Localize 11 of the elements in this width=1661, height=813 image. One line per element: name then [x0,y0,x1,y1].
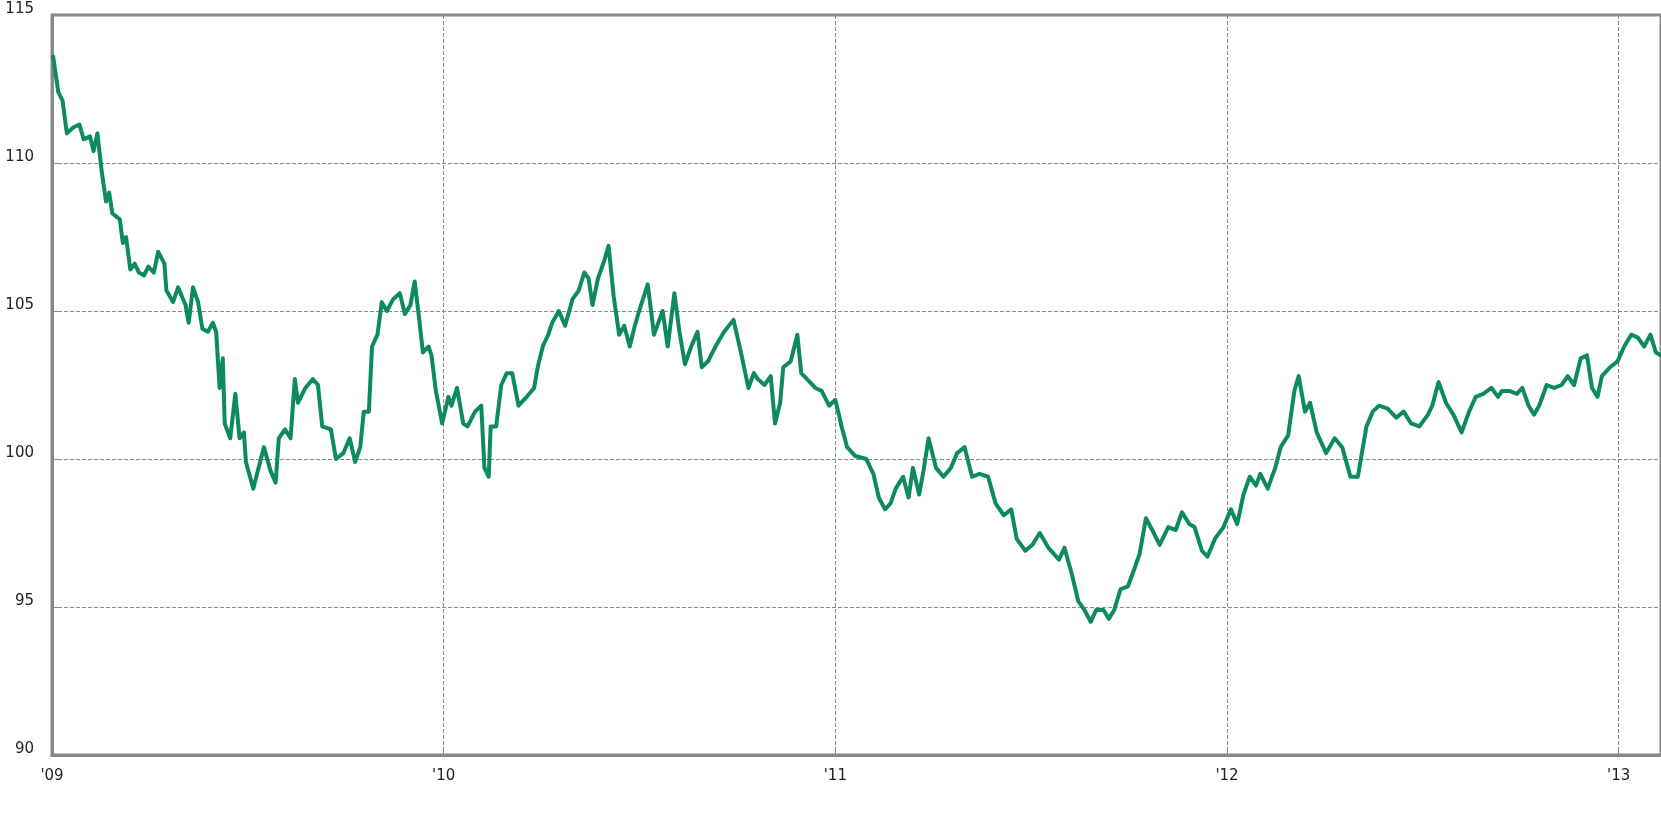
y-tick-label: 90 [14,738,34,757]
y-tick-label: 115 [5,0,34,17]
y-tick-label: 105 [5,294,34,313]
y-tick-label: 110 [5,146,34,165]
x-tick-label: '11 [823,765,847,784]
x-tick-label: '12 [1215,765,1239,784]
x-tick-label: '13 [1607,765,1631,784]
x-tick-label: '09 [40,765,64,784]
y-tick-label: 100 [5,442,34,461]
x-tick-label: '10 [432,765,456,784]
y-tick-label: 95 [14,590,34,609]
